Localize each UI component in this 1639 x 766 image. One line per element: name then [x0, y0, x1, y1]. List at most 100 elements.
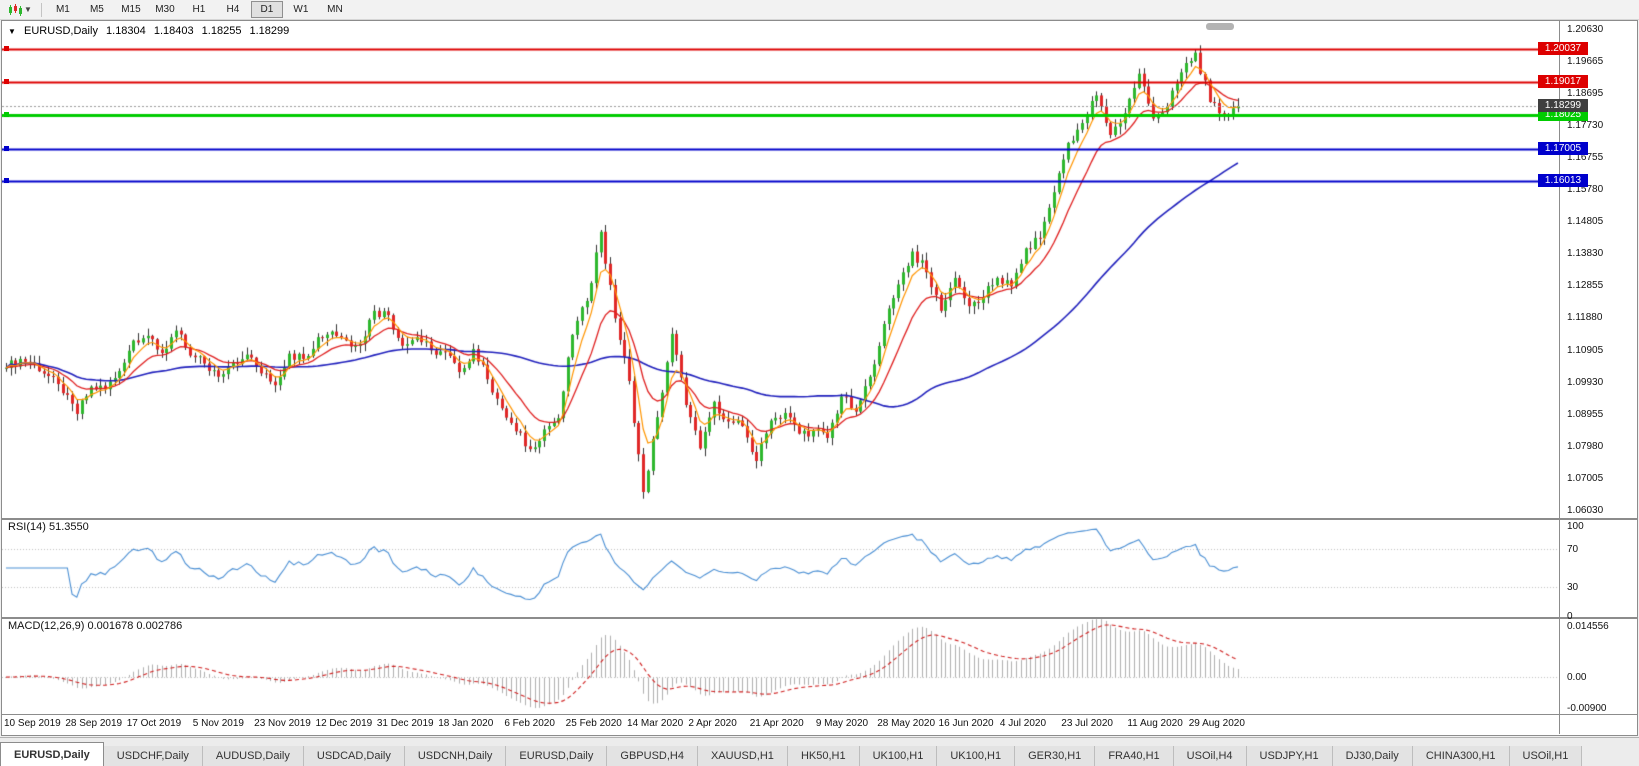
date-axis-label: 14 Mar 2020	[627, 718, 684, 729]
pane-separator[interactable]	[2, 617, 1637, 619]
price-axis-tick: 1.15780	[1567, 183, 1604, 195]
price-axis-tick: 1.19665	[1567, 56, 1604, 68]
timeframe-button-mn[interactable]: MN	[327, 4, 343, 15]
pane-separator[interactable]	[2, 518, 1637, 520]
price-axis-tick: 1.11880	[1567, 312, 1603, 324]
price-axis-tick: 1.18695	[1567, 87, 1604, 99]
rsi-axis-tick: 70	[1567, 543, 1579, 555]
chart-tab[interactable]: USOil,H1	[1509, 746, 1583, 766]
chart-scrollbar-thumb[interactable]	[1206, 23, 1234, 30]
timeframe-button-h1[interactable]: H1	[192, 4, 206, 15]
chart-ohlc-header: ▼ EURUSD,Daily 1.18304 1.18403 1.18255 1…	[8, 25, 294, 37]
date-axis-label: 12 Dec 2019	[315, 718, 373, 729]
price-axis-tick: 1.17730	[1567, 119, 1604, 131]
hline-price-label: 1.17005	[1538, 141, 1588, 155]
timeframe-button-w1[interactable]: W1	[293, 4, 309, 15]
date-axis-label: 6 Feb 2020	[504, 718, 555, 729]
chart-tab[interactable]: DJ30,Daily	[1332, 746, 1413, 766]
chart-tab[interactable]: USDCNH,Daily	[404, 746, 507, 766]
date-axis-label: 28 Sep 2019	[65, 718, 123, 729]
chart-tab[interactable]: EURUSD,Daily	[506, 746, 608, 766]
macd-axis-tick: 0.014556	[1567, 621, 1609, 632]
chart-tab[interactable]: XAUUSD,H1	[697, 746, 788, 766]
chart-symbol-label: EURUSD,Daily	[23, 25, 98, 37]
expand-arrow-icon[interactable]: ▼	[8, 27, 16, 36]
chart-tab[interactable]: USDJPY,H1	[1246, 746, 1333, 766]
date-axis-label: 2 Apr 2020	[688, 718, 737, 729]
chart-tab[interactable]: HK50,H1	[787, 746, 860, 766]
date-axis-label: 23 Jul 2020	[1061, 718, 1113, 729]
hline-handle[interactable]	[4, 145, 9, 151]
timeframe-button-m5[interactable]: M5	[89, 4, 104, 15]
chart-tab[interactable]: USDCAD,Daily	[303, 746, 405, 766]
hline-handle[interactable]	[4, 79, 9, 85]
date-axis-label: 29 Aug 2020	[1188, 718, 1245, 729]
chart-tab[interactable]: CHINA300,H1	[1412, 746, 1510, 766]
price-axis[interactable]	[1559, 21, 1637, 734]
macd-axis-tick: -0.00900	[1567, 703, 1607, 714]
chart-tab[interactable]: UK100,H1	[859, 746, 938, 766]
date-axis-label: 28 May 2020	[877, 718, 936, 729]
price-axis-tick: 1.14805	[1567, 216, 1604, 228]
toolbar-separator	[40, 2, 42, 17]
chart-tab[interactable]: FRA40,H1	[1095, 746, 1174, 766]
price-axis-tick: 1.12855	[1567, 280, 1604, 292]
chart-type-button[interactable]: ▼	[4, 2, 36, 18]
hline-handle[interactable]	[4, 178, 9, 184]
candlestick-chart-icon	[9, 3, 22, 16]
timeframe-button-m1[interactable]: M1	[55, 4, 70, 15]
chart-tab[interactable]: GBPUSD,H4	[607, 746, 698, 766]
date-axis-label: 18 Jan 2020	[438, 718, 494, 729]
current-price-label: 1.18299	[1538, 99, 1588, 112]
date-axis-label: 25 Feb 2020	[565, 718, 622, 729]
chart-canvas[interactable]	[2, 21, 1559, 714]
price-axis-tick: 1.07980	[1567, 440, 1604, 452]
ohlc-open: 1.18304	[106, 25, 146, 37]
ohlc-low: 1.18255	[201, 25, 242, 37]
date-axis-label: 11 Aug 2020	[1127, 718, 1183, 729]
date-axis-label: 23 Nov 2019	[254, 718, 311, 729]
price-axis-tick: 1.10905	[1567, 344, 1604, 356]
chart-tab[interactable]: EURUSD,Daily	[0, 742, 104, 766]
date-axis-label: 10 Sep 2019	[4, 718, 61, 729]
time-axis-separator	[2, 714, 1637, 715]
chart-tabs-bar: EURUSD,Daily USDCHF,Daily AUDUSD,Daily USDC…	[0, 737, 1639, 766]
chart-tab[interactable]: UK100,H1	[937, 746, 1016, 766]
price-axis-tick: 1.08955	[1567, 408, 1604, 420]
date-axis-label: 16 Jun 2020	[938, 718, 994, 729]
macd-axis-tick: 0.00	[1567, 672, 1587, 684]
rsi-pane-label: RSI(14) 51.3550	[8, 521, 89, 533]
date-axis-label: 4 Jul 2020	[999, 718, 1047, 729]
chevron-down-icon: ▼	[24, 4, 32, 14]
timeframe-button-m15[interactable]: M15	[121, 4, 141, 15]
toolbar: ▼ M1 M5 M15 M30 H1 H4 D1 W1 MN	[0, 0, 1639, 20]
date-axis-label: 5 Nov 2019	[192, 718, 244, 729]
price-axis-tick: 1.13830	[1567, 248, 1604, 260]
price-axis-tick: 1.16755	[1567, 151, 1604, 163]
timeframe-button-d1[interactable]: D1	[250, 1, 283, 18]
price-axis-tick: 1.20630	[1567, 24, 1604, 36]
price-axis-tick: 1.09930	[1567, 376, 1604, 388]
macd-pane-label: MACD(12,26,9) 0.001678 0.002786	[8, 620, 183, 632]
hline-price-label: 1.16013	[1538, 174, 1588, 188]
chart-tab[interactable]: AUDUSD,Daily	[202, 746, 304, 766]
date-axis-label: 9 May 2020	[815, 718, 869, 729]
hline-handle[interactable]	[4, 45, 9, 51]
timeframe-button-m30[interactable]: M30	[155, 4, 175, 15]
price-axis-tick: 1.06030	[1567, 505, 1604, 517]
date-axis-label: 21 Apr 2020	[749, 718, 804, 729]
timeframe-button-h4[interactable]: H4	[226, 4, 240, 15]
rsi-axis-tick: 0	[1567, 611, 1573, 622]
ohlc-close: 1.18299	[249, 25, 290, 37]
price-axis-tick: 1.07005	[1567, 472, 1604, 484]
chart-tab[interactable]: USOil,H4	[1173, 746, 1247, 766]
chart-tab[interactable]: USDCHF,Daily	[103, 746, 203, 766]
ohlc-high: 1.18403	[153, 25, 194, 37]
hline-handle[interactable]	[4, 112, 9, 118]
chart-tab[interactable]: GER30,H1	[1015, 746, 1096, 766]
date-axis-label: 17 Oct 2019	[126, 718, 182, 729]
rsi-axis-tick: 100	[1567, 521, 1584, 532]
hline-price-label: 1.19017	[1538, 75, 1588, 89]
timeframe-buttons: M1 M5 M15 M30 H1 H4 D1 W1 MN	[47, 1, 351, 18]
